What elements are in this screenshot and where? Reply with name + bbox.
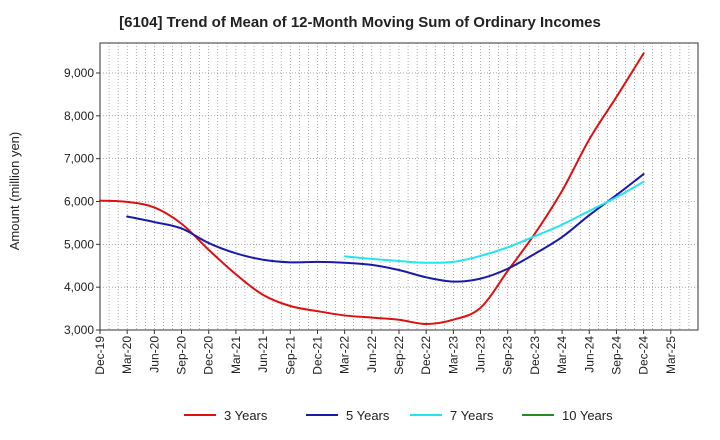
x-tick-label: Sep-21 [283, 336, 297, 375]
x-tick-label: Dec-24 [637, 336, 651, 375]
y-tick-label: 4,000 [64, 280, 94, 294]
x-tick-label: Mar-24 [555, 336, 569, 374]
x-tick-label: Sep-20 [175, 336, 189, 375]
x-tick-label: Mar-21 [229, 336, 243, 374]
x-tick-label: Dec-23 [528, 336, 542, 375]
series-line-7-years [343, 180, 645, 264]
x-tick-label: Sep-23 [501, 336, 515, 375]
plot-area [99, 42, 699, 331]
x-tick-label: Dec-20 [202, 336, 216, 375]
x-tick-label: Sep-24 [609, 336, 623, 375]
x-tick-label: Jun-24 [582, 336, 596, 373]
y-tick-label: 7,000 [64, 152, 94, 166]
x-tick-label: Mar-20 [120, 336, 134, 374]
y-tick-label: 6,000 [64, 194, 94, 208]
legend: 3 Years 5 Years 7 Years 10 Years [184, 408, 613, 423]
x-tick-label: Jun-21 [256, 336, 270, 373]
x-tick-label: Dec-19 [93, 336, 107, 375]
x-tick-label: Jun-23 [474, 336, 488, 373]
x-tick-label: Mar-25 [664, 336, 678, 374]
series-layer [99, 52, 645, 325]
x-tick-label: Mar-22 [338, 336, 352, 374]
legend-label: 10 Years [562, 408, 613, 423]
y-axis-label: Amount (million yen) [7, 132, 22, 251]
x-tick-label: Dec-22 [419, 336, 433, 375]
x-tick-label: Sep-22 [392, 336, 406, 375]
y-tick-label: 9,000 [64, 66, 94, 80]
legend-label: 3 Years [224, 408, 268, 423]
x-tick-label: Jun-20 [147, 336, 161, 373]
x-tick-label: Mar-23 [446, 336, 460, 374]
legend-label: 7 Years [450, 408, 494, 423]
x-tick-label: Dec-21 [310, 336, 324, 375]
y-tick-label: 8,000 [64, 109, 94, 123]
grid [100, 43, 698, 330]
y-tick-label: 3,000 [64, 323, 94, 337]
series-line-3-years [99, 52, 645, 325]
y-axis: 3,000 4,000 5,000 6,000 7,000 8,000 9,000 [64, 66, 100, 337]
y-tick-label: 5,000 [64, 237, 94, 251]
series-line-5-years [126, 173, 645, 283]
x-axis: Dec-19 Mar-20 Jun-20 Sep-20 Dec-20 Mar-21 Jun-… [93, 330, 678, 375]
legend-label: 5 Years [346, 408, 390, 423]
chart-title: [6104] Trend of Mean of 12-Month Moving … [119, 14, 601, 31]
x-tick-label: Jun-22 [365, 336, 379, 373]
